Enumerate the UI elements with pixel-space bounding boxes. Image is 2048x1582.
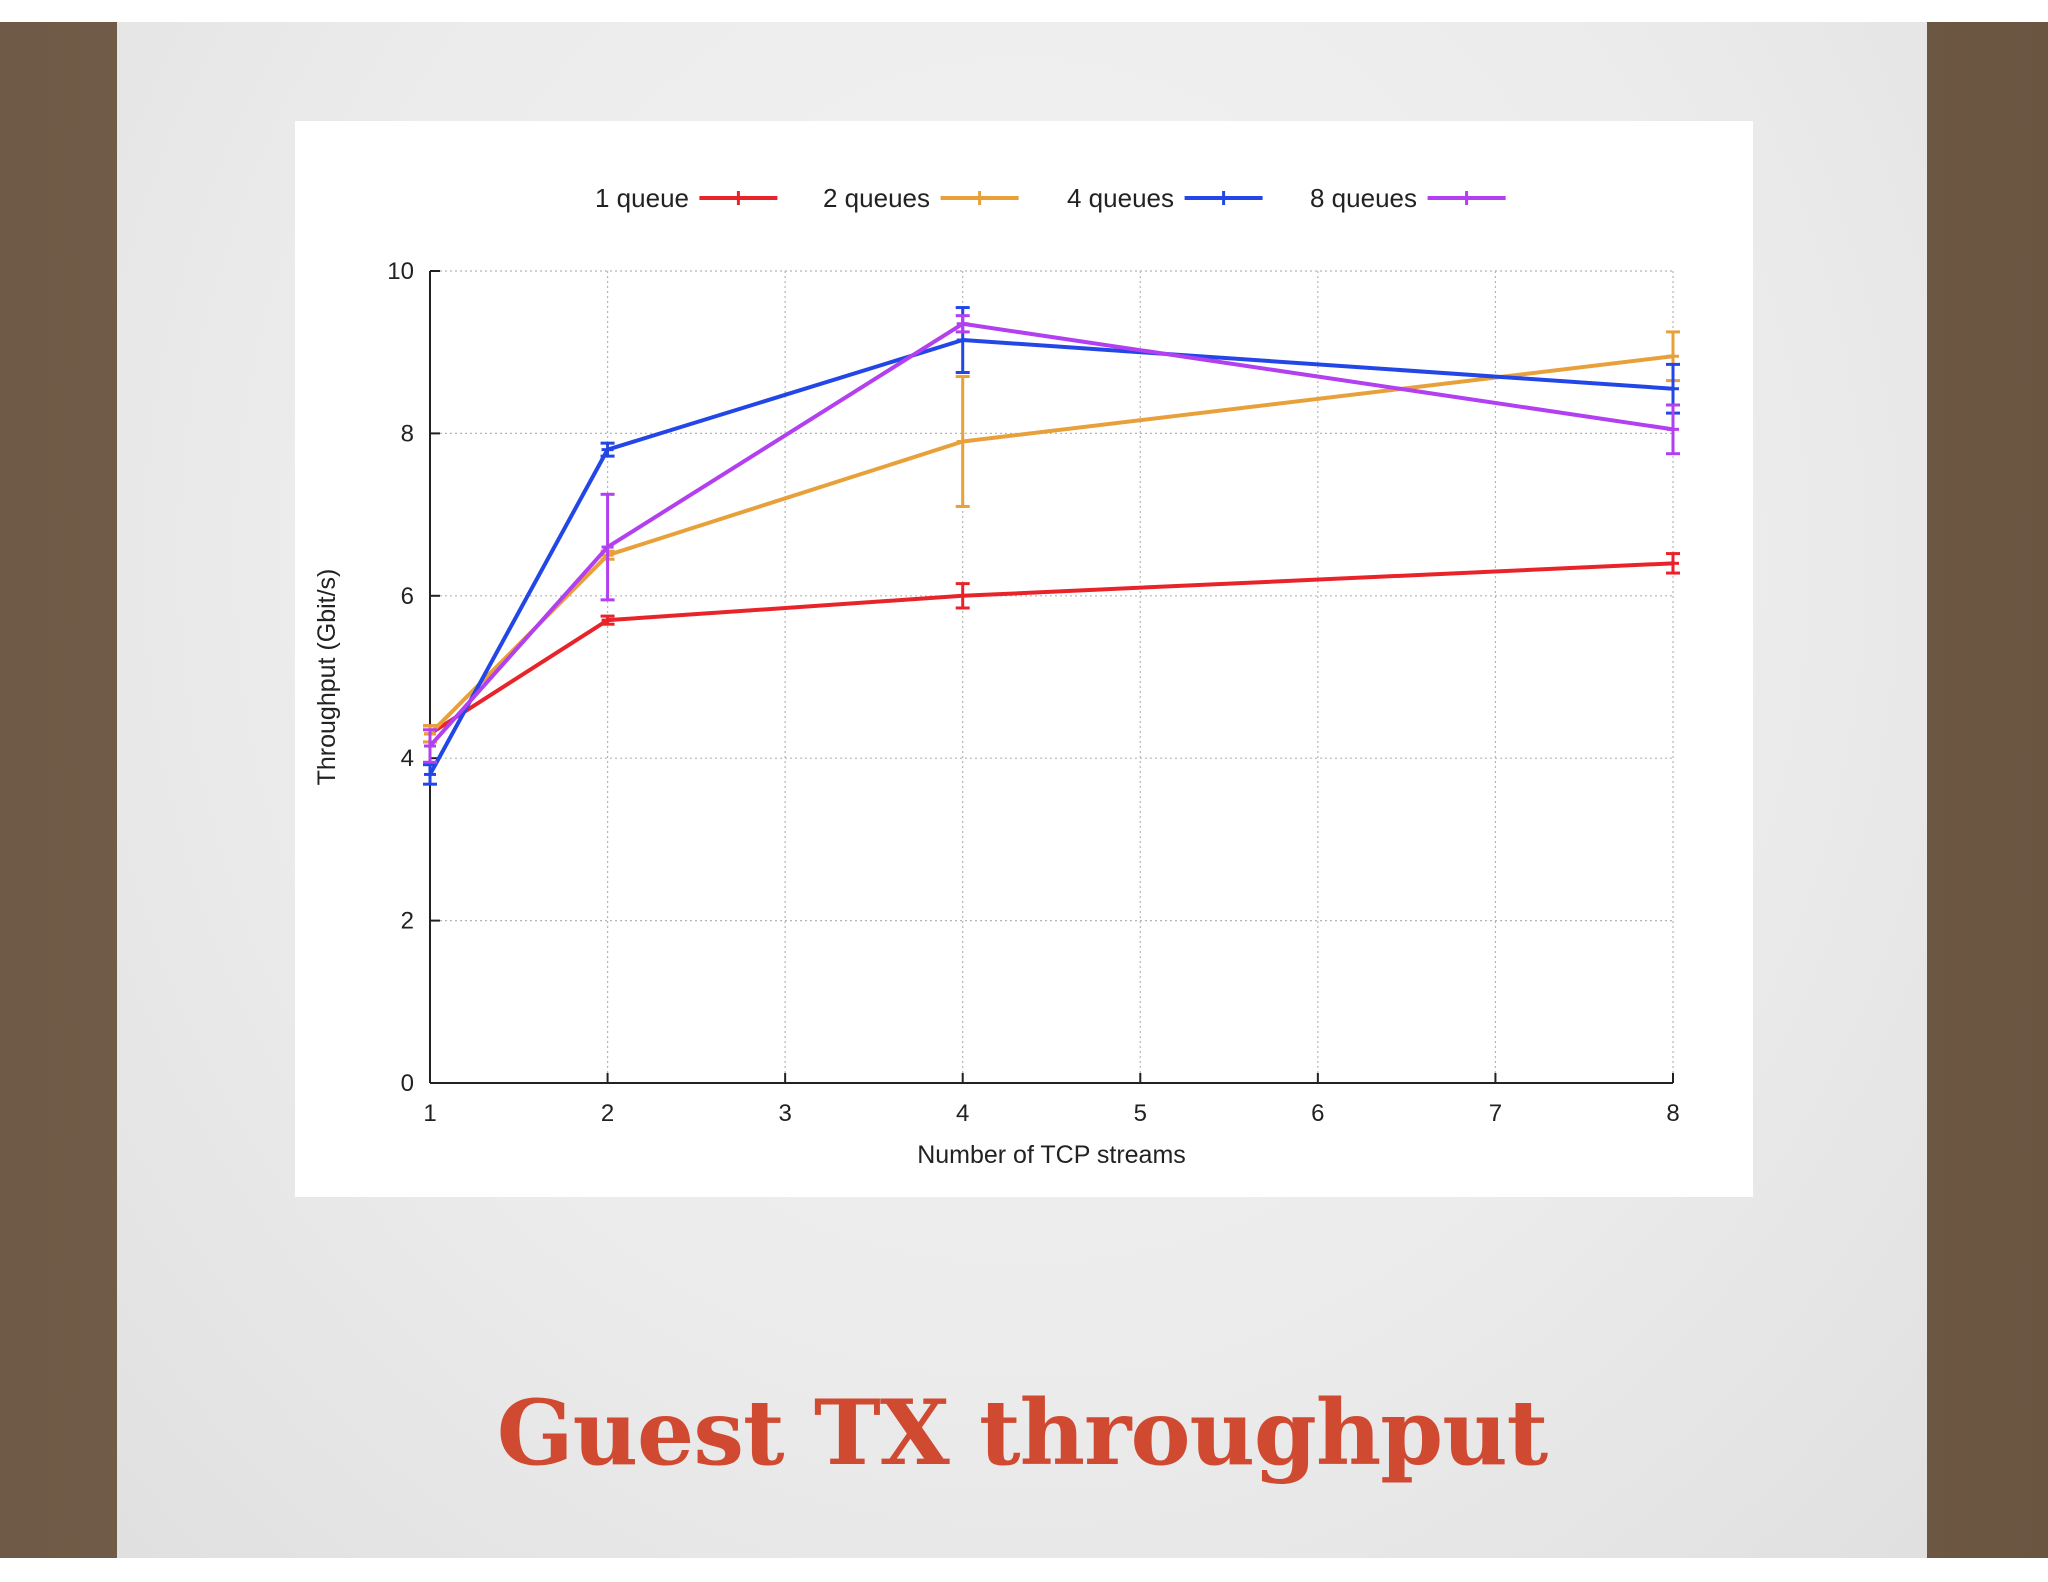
series-line <box>428 354 1674 736</box>
series-4-queues <box>423 306 1680 786</box>
x-tick-label: 4 <box>956 1100 969 1127</box>
x-tick-label: 6 <box>1311 1100 1324 1127</box>
legend-item: 2 queues <box>823 183 1019 213</box>
series-2-queues <box>423 330 1680 744</box>
y-tick-label: 4 <box>401 745 414 772</box>
y-tick-label: 6 <box>401 583 414 610</box>
series-line <box>428 561 1674 736</box>
x-tick-label: 5 <box>1134 1100 1147 1127</box>
chart-series <box>423 306 1680 786</box>
series-line <box>428 321 1674 748</box>
x-tick-label: 7 <box>1489 1100 1502 1127</box>
legend-label: 8 queues <box>1310 183 1417 213</box>
series-1-queue <box>423 552 1680 744</box>
legend-item: 4 queues <box>1067 183 1263 213</box>
x-tick-label: 3 <box>778 1100 791 1127</box>
y-tick-label: 10 <box>387 258 414 285</box>
x-axis-label: Number of TCP streams <box>917 1141 1186 1169</box>
x-tick-label: 2 <box>601 1100 614 1127</box>
y-tick-label: 2 <box>401 908 414 935</box>
throughput-chart: 1 2 3 4 5 6 7 8 0 2 4 6 8 10 1 queue 2 queues 4 queues 8… <box>313 183 1680 1169</box>
y-axis-label: Throughput (Gbit/s) <box>313 569 341 786</box>
chart-axes: 1 2 3 4 5 6 7 8 0 2 4 6 8 10 <box>387 258 1679 1127</box>
legend-label: 2 queues <box>823 183 930 213</box>
slide-title: Guest TX throughput <box>496 1380 1548 1486</box>
legend-label: 1 queue <box>595 183 689 213</box>
y-tick-label: 0 <box>401 1070 414 1097</box>
chart-panel: 1 2 3 4 5 6 7 8 0 2 4 6 8 10 1 queue 2 queues 4 queues 8… <box>295 121 1753 1197</box>
y-tick-label: 8 <box>401 420 414 447</box>
x-tick-label: 1 <box>423 1100 436 1127</box>
chart-grid <box>429 270 1674 1084</box>
legend-item: 1 queue <box>595 183 778 213</box>
legend-label: 4 queues <box>1067 183 1174 213</box>
chart-legend: 1 queue 2 queues 4 queues 8 queues <box>595 183 1506 213</box>
series-8-queues <box>423 314 1680 764</box>
series-line <box>428 338 1674 776</box>
legend-item: 8 queues <box>1310 183 1506 213</box>
x-tick-label: 8 <box>1666 1100 1679 1127</box>
